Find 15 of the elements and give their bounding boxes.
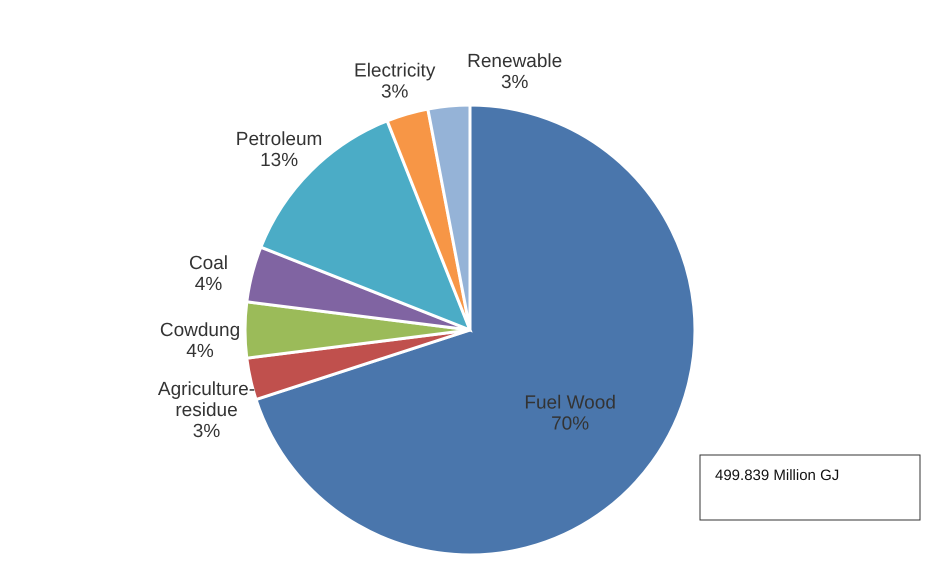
- slice-label: Agriculture-residue: [158, 378, 256, 421]
- data-label: 4%: [186, 341, 214, 362]
- data-label: 3%: [380, 82, 409, 103]
- slice-label: Renewable: [467, 51, 562, 72]
- slice-label: Fuel Wood: [524, 392, 616, 414]
- slice-label: Coal: [188, 252, 228, 274]
- data-label: 70%: [551, 414, 590, 435]
- data-label: 3%: [192, 420, 220, 442]
- data-label: 13%: [260, 150, 298, 172]
- data-label: 3%: [500, 72, 529, 94]
- data-label: 4%: [194, 274, 222, 295]
- slice-label: Petroleum: [236, 129, 322, 150]
- slice-label: Cowdung: [160, 320, 240, 341]
- slice-label: Electricity: [354, 60, 436, 82]
- text: 499.839 Million GJ: [715, 467, 840, 484]
